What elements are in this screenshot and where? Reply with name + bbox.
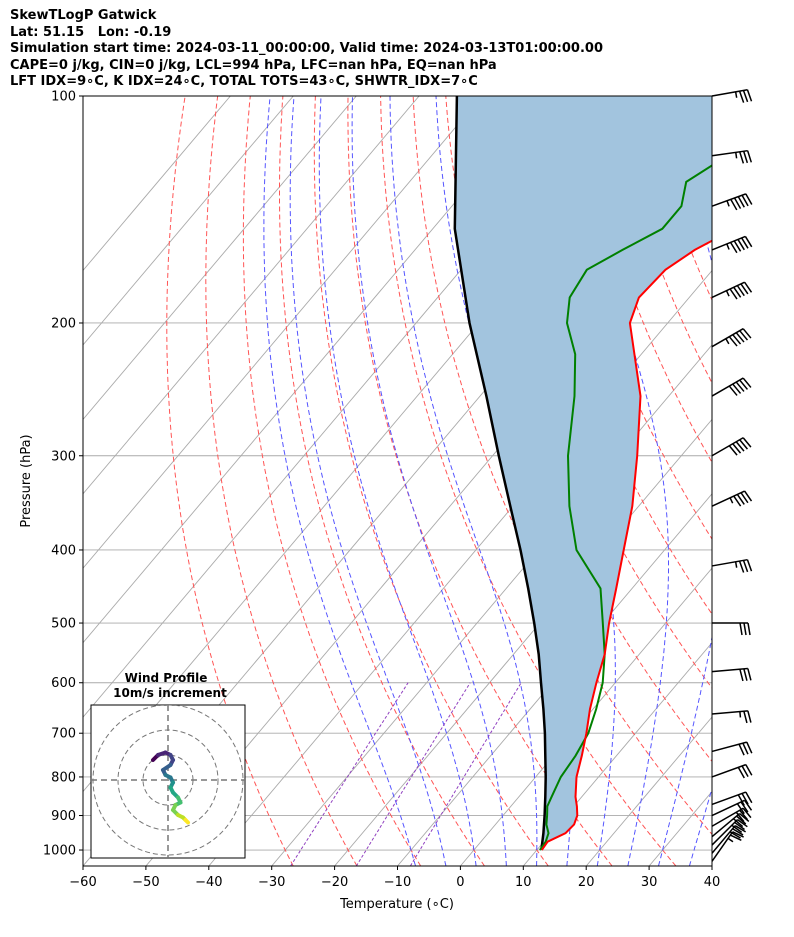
- isotherm: [83, 96, 357, 421]
- inset-subtitle: 10m/s increment: [113, 686, 227, 700]
- times-line: Simulation start time: 2024-03-11_00:00:…: [10, 41, 603, 57]
- wind-barb: [711, 558, 753, 573]
- moist-adiabat: [567, 96, 669, 866]
- wind-barb: [711, 791, 753, 806]
- isotherm: [83, 96, 483, 569]
- dry-adiabat: [772, 96, 794, 866]
- wind-barb: [711, 812, 750, 838]
- dry-adiabat: [347, 96, 613, 866]
- wind-barb: [711, 763, 753, 779]
- location-line: Lat: 51.15 Lon: -0.19: [10, 24, 172, 40]
- mixing-ratio-line: [409, 682, 522, 866]
- parcel-profile-line: [453, 96, 547, 851]
- wind-barb: [711, 437, 752, 457]
- dry-adiabat: [739, 96, 794, 866]
- chart-header: SkewTLogP Gatwick Lat: 51.15 Lon: -0.19 …: [10, 8, 790, 91]
- dry-adiabat: [242, 96, 422, 866]
- y-tick-label: 700: [51, 727, 76, 742]
- wind-barb: [711, 235, 753, 254]
- isotherm: [397, 493, 712, 866]
- moist-adiabat: [289, 96, 447, 866]
- x-axis-label: Temperature (∘C): [339, 897, 454, 912]
- y-tick-label: 300: [51, 449, 76, 464]
- wind-barb: [711, 831, 744, 862]
- x-tick-label: 30: [641, 875, 658, 890]
- x-tick-label: −60: [69, 875, 96, 890]
- wind-barb: [711, 807, 752, 827]
- wind-barb: [711, 667, 752, 682]
- wind-barb: [711, 819, 748, 846]
- moist-adiabat: [658, 96, 712, 866]
- isotherm: [522, 641, 712, 866]
- y-axis-label: Pressure (hPa): [19, 434, 34, 527]
- dewpoint-line: [539, 164, 712, 851]
- temperature-line: [540, 239, 712, 851]
- chart-title: SkewTLogP Gatwick: [10, 8, 157, 23]
- wind-barb: [711, 149, 753, 164]
- wind-barb: [711, 377, 752, 397]
- indices-line-2: LFT IDX=9∘C, K IDX=24∘C, TOTAL TOTS=43∘C…: [10, 74, 478, 90]
- moist-adiabat: [318, 96, 477, 866]
- isotherm: [83, 96, 546, 644]
- y-tick-label: 200: [51, 316, 76, 331]
- dry-adiabat: [313, 96, 549, 866]
- y-tick-label: 400: [51, 543, 76, 558]
- dry-adiabat: [412, 96, 712, 836]
- y-tick-label: 900: [51, 809, 76, 824]
- profile-lines: [453, 96, 712, 851]
- y-tick-label: 800: [51, 770, 76, 785]
- profile-group: [453, 96, 712, 851]
- x-tick-label: 20: [578, 875, 595, 890]
- x-tick-label: −20: [321, 875, 348, 890]
- isotherm: [775, 96, 794, 866]
- inset-content: [91, 705, 245, 858]
- wind-barb: [711, 193, 753, 211]
- indices-line-1: CAPE=0 j/kg, CIN=0 j/kg, LCL=994 hPa, LF…: [10, 57, 497, 73]
- dry-adiabat: [279, 96, 485, 866]
- y-tick-label: 100: [51, 90, 76, 105]
- hodograph-segment: [183, 818, 190, 825]
- x-tick-label: 10: [515, 875, 532, 890]
- y-tick-label: 500: [51, 617, 76, 632]
- wind-barb: [711, 710, 752, 724]
- isotherm: [711, 865, 712, 866]
- y-tick-label: 1000: [43, 844, 76, 859]
- x-tick-label: 40: [704, 875, 721, 890]
- isotherm: [334, 418, 712, 866]
- inset-title: Wind Profile: [125, 671, 208, 685]
- x-tick-label: −40: [195, 875, 222, 890]
- moist-adiabat: [351, 96, 507, 866]
- x-tick-label: −50: [132, 875, 159, 890]
- wind-barb: [711, 799, 753, 817]
- x-tick-label: −10: [384, 875, 411, 890]
- axes: −60 −50 −40 −30 −20 −10 0 10 20 30 40 100 200 300 400 5…: [43, 90, 720, 891]
- x-tick-label: 0: [456, 875, 464, 890]
- wind-barb: [712, 622, 751, 636]
- isotherm: [83, 96, 231, 272]
- wind-barb: [711, 490, 753, 507]
- wind-barb: [711, 89, 753, 103]
- mixing-ratio-line: [290, 682, 409, 866]
- wind-barb: [711, 281, 753, 300]
- isotherm: [83, 96, 294, 346]
- mixing-ratio-line: [355, 682, 471, 866]
- wind-barb: [711, 741, 753, 756]
- x-tick-label: −30: [258, 875, 285, 890]
- isotherm: [83, 96, 420, 495]
- parcel-shading: [454, 96, 712, 850]
- moist-adiabat: [389, 96, 538, 866]
- wind-barb: [711, 328, 752, 348]
- isotherm: [585, 716, 712, 866]
- moist-adiabat: [263, 96, 416, 866]
- y-tick-label: 600: [51, 676, 76, 691]
- dry-adiabat: [205, 96, 358, 866]
- wind-barbs: [711, 89, 753, 862]
